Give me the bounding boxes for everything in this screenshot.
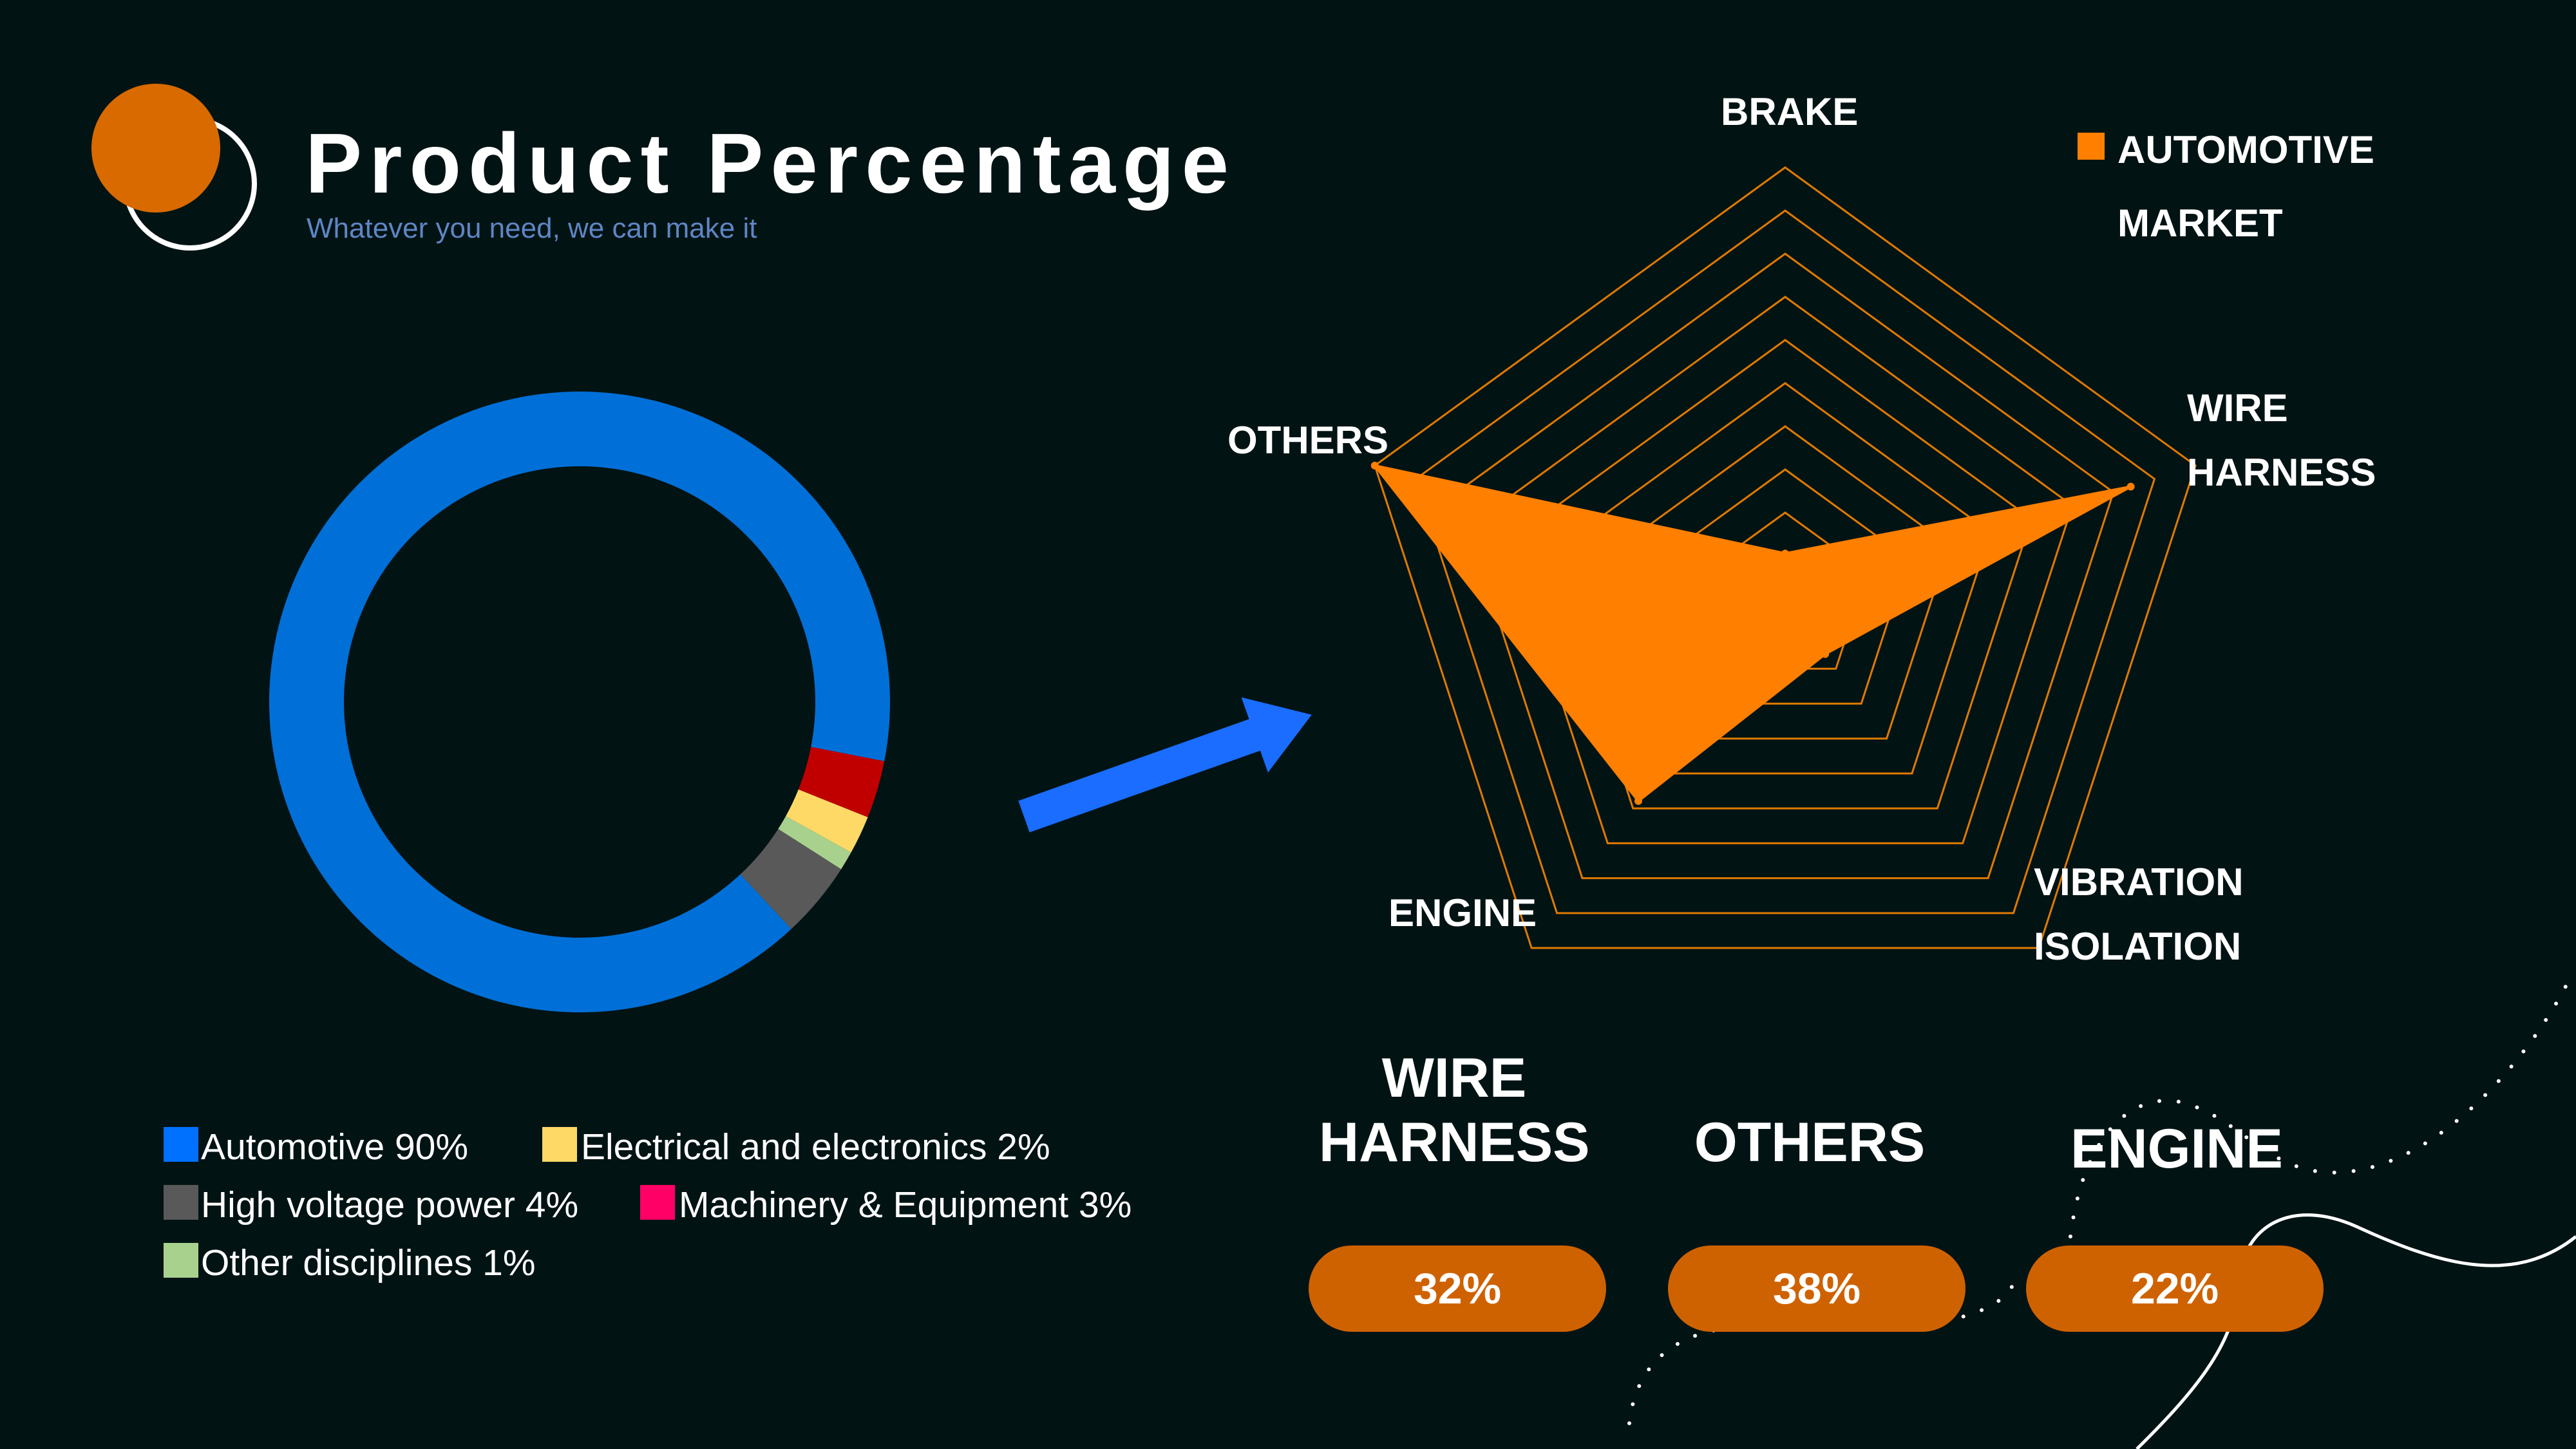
legend-label-high-voltage: High voltage power 4% <box>201 1184 579 1226</box>
radar-axis-label-others: OTHERS <box>1227 408 1388 473</box>
page-subtitle: Whatever you need, we can make it <box>307 213 757 244</box>
highlight-label-wire-harness: WIRE HARNESS <box>1319 1046 1590 1175</box>
radar-legend-swatch <box>2078 133 2105 160</box>
radar-point-vibration-isolation <box>1821 650 1830 658</box>
donut-slice-high-voltage-power <box>740 829 842 929</box>
radar-axis-label-vibration-line1: VIBRATION <box>2034 860 2244 904</box>
page-title: Product Percentage <box>305 116 1236 211</box>
radar-point-brake <box>1781 549 1789 558</box>
radar-axis-label-others-line1: OTHERS <box>1227 419 1389 462</box>
legend-label-automotive: Automotive 90% <box>201 1126 469 1168</box>
radar-axis-label-brake: BRAKE <box>1721 80 1858 144</box>
radar-axis-label-brake-line1: BRAKE <box>1721 90 1859 133</box>
legend-swatch-electrical <box>542 1127 577 1162</box>
decor-dotted-line-1 <box>1627 1273 2018 1425</box>
radar-point-others <box>1370 461 1379 469</box>
radar-point-engine <box>1634 797 1643 805</box>
highlight-wire-line2: HARNESS <box>1319 1112 1590 1173</box>
radar-axis-label-wire-harness-line2: HARNESS <box>2187 451 2376 494</box>
radar-grid-ring <box>1414 209 2156 914</box>
legend-swatch-high-voltage <box>164 1185 198 1220</box>
legend-swatch-automotive <box>164 1127 198 1162</box>
highlight-label-others: OTHERS <box>1649 1110 1971 1175</box>
legend-label-machinery: Machinery & Equipment 3% <box>679 1184 1132 1226</box>
highlight-value-engine: 22% <box>2026 1245 2324 1332</box>
legend-swatch-other <box>164 1243 198 1278</box>
radar-axis-label-vibration-line2: ISOLATION <box>2034 925 2242 968</box>
donut-slice-electrical-and-electronics <box>786 789 868 853</box>
donut-slice-other-disciplines <box>778 816 851 869</box>
radar-legend-line1: AUTOMOTIVE <box>2117 128 2374 171</box>
radar-grid-ring <box>1455 252 2115 880</box>
legend-label-electrical: Electrical and electronics 2% <box>581 1126 1050 1168</box>
radar-grid-ring <box>1537 339 2033 810</box>
radar-series-area <box>1371 463 2132 803</box>
radar-axis-label-wire-harness-line1: WIRE <box>2187 386 2288 430</box>
highlight-others-line1: OTHERS <box>1694 1112 1926 1173</box>
radar-grid-ring <box>1497 296 2074 844</box>
radar-legend-label: AUTOMOTIVE MARKET <box>2117 113 2374 260</box>
arrow-right-icon <box>1018 697 1312 833</box>
highlight-label-engine: ENGINE <box>2016 1117 2338 1181</box>
radar-axis-label-engine-line1: ENGINE <box>1388 891 1537 934</box>
radar-grid-ring <box>1374 166 2197 949</box>
donut-chart <box>269 392 890 1013</box>
decor-dotted-line-2 <box>2069 977 2571 1238</box>
radar-axis-label-engine: ENGINE <box>1388 881 1537 945</box>
highlight-value-others: 38% <box>1668 1245 1965 1332</box>
radar-axis-label-wire-harness: WIRE HARNESS <box>2187 376 2376 505</box>
legend-swatch-machinery <box>640 1185 675 1220</box>
header-decoration <box>91 84 257 251</box>
highlight-value-wire-harness: 32% <box>1309 1245 1606 1332</box>
radar-axis-label-vibration-isolation: VIBRATION ISOLATION <box>2034 850 2244 979</box>
decor-wave-line <box>2136 1213 2576 1449</box>
donut-slice-machinery-equipment <box>798 746 885 817</box>
radar-legend-line2: MARKET <box>2117 202 2283 245</box>
radar-grid-ring <box>1578 382 1992 775</box>
decor-circle-icon <box>91 84 220 213</box>
radar-point-wire-harness <box>2126 482 2135 491</box>
legend-label-other: Other disciplines 1% <box>201 1242 536 1283</box>
highlight-wire-line1: WIRE <box>1381 1047 1527 1109</box>
highlight-engine-line1: ENGINE <box>2070 1118 2283 1180</box>
